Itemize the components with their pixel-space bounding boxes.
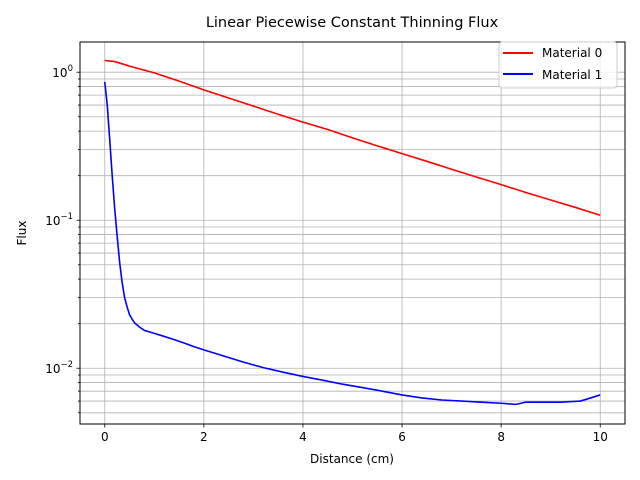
x-axis-title: Distance (cm) <box>310 452 394 466</box>
y-tick-base: 10 <box>45 214 60 228</box>
y-tick-label: 100 <box>52 64 73 80</box>
axes-frame <box>79 41 626 425</box>
series-line-material-1 <box>103 81 601 406</box>
series-line-material-0 <box>104 59 601 217</box>
legend: Material 0 Material 1 <box>498 41 618 89</box>
y-tick-base: 10 <box>45 362 60 376</box>
y-tick-label: 10−1 <box>45 212 73 228</box>
x-tick-label: 2 <box>200 430 208 444</box>
x-tick-label: 4 <box>299 430 307 444</box>
legend-label-material-0: Material 0 <box>542 46 602 60</box>
data-lines <box>103 59 601 406</box>
x-tick-label: 10 <box>593 430 608 444</box>
y-axis-title: Flux <box>15 221 29 246</box>
y-tick-exponent: −2 <box>60 360 73 370</box>
x-tick-label: 6 <box>398 430 406 444</box>
x-tick-label: 0 <box>101 430 109 444</box>
grid-lines <box>80 42 625 424</box>
y-tick-label: 10−2 <box>45 360 73 376</box>
x-tick-label: 8 <box>497 430 505 444</box>
y-tick-exponent: −1 <box>60 212 73 222</box>
y-tick-base: 10 <box>52 66 67 80</box>
legend-label-material-1: Material 1 <box>542 68 602 82</box>
chart-title: Linear Piecewise Constant Thinning Flux <box>206 15 499 31</box>
y-tick-exponent: 0 <box>68 64 73 74</box>
